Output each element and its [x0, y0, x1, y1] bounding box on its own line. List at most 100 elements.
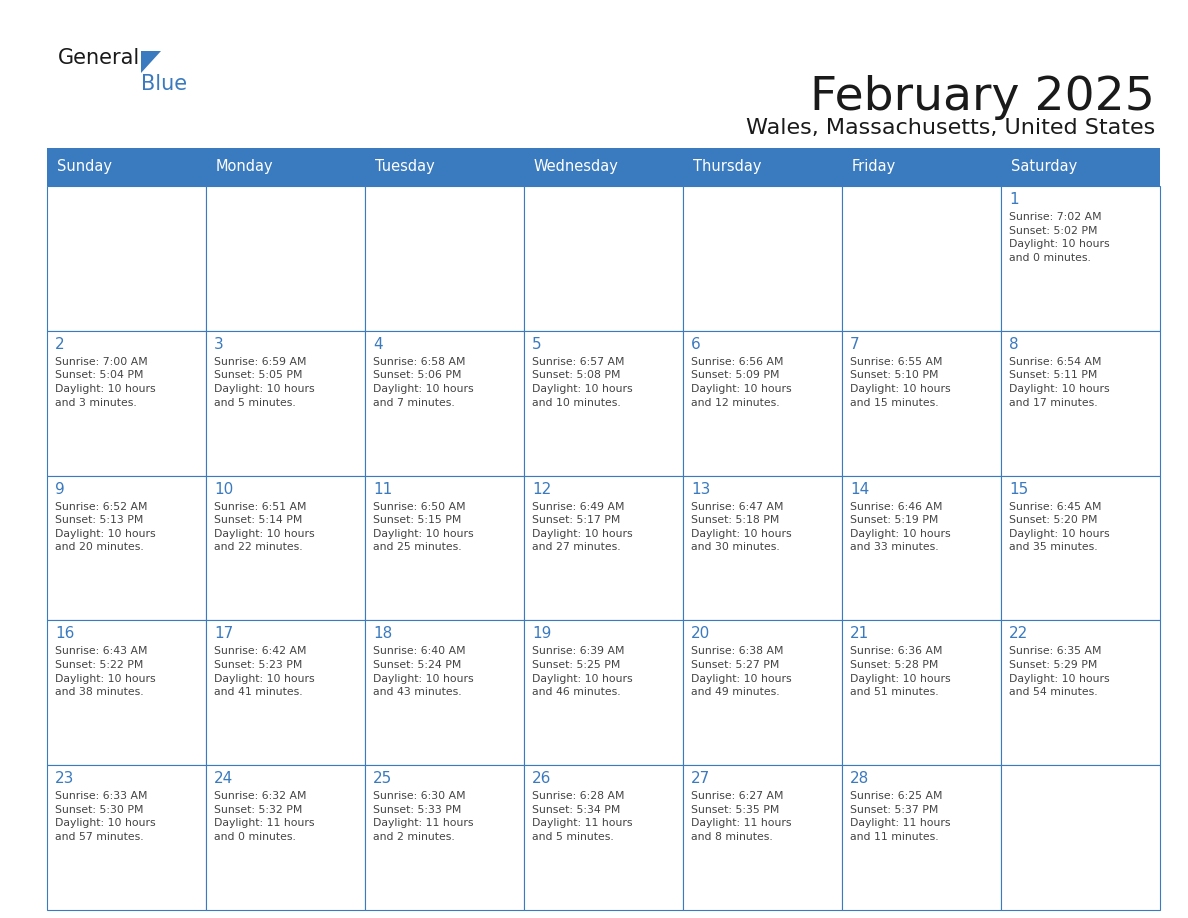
Text: 1: 1 — [1009, 192, 1018, 207]
Text: Sunrise: 6:40 AM
Sunset: 5:24 PM
Daylight: 10 hours
and 43 minutes.: Sunrise: 6:40 AM Sunset: 5:24 PM Dayligh… — [373, 646, 474, 697]
Bar — [524, 476, 683, 621]
Text: Sunrise: 6:27 AM
Sunset: 5:35 PM
Daylight: 11 hours
and 8 minutes.: Sunrise: 6:27 AM Sunset: 5:35 PM Dayligh… — [691, 791, 791, 842]
Bar — [365, 476, 524, 621]
Bar — [683, 330, 842, 476]
Bar — [842, 476, 1001, 621]
Text: February 2025: February 2025 — [810, 75, 1155, 120]
Bar — [1001, 330, 1159, 476]
Text: 22: 22 — [1009, 626, 1029, 642]
Text: Sunday: Sunday — [57, 160, 112, 174]
Bar — [365, 186, 524, 330]
Text: 2: 2 — [55, 337, 64, 352]
Text: 3: 3 — [214, 337, 223, 352]
Text: 9: 9 — [55, 482, 65, 497]
Text: 12: 12 — [532, 482, 551, 497]
Bar — [206, 330, 365, 476]
Text: Sunrise: 6:59 AM
Sunset: 5:05 PM
Daylight: 10 hours
and 5 minutes.: Sunrise: 6:59 AM Sunset: 5:05 PM Dayligh… — [214, 357, 315, 408]
Text: Sunrise: 6:47 AM
Sunset: 5:18 PM
Daylight: 10 hours
and 30 minutes.: Sunrise: 6:47 AM Sunset: 5:18 PM Dayligh… — [691, 501, 791, 553]
Text: 8: 8 — [1009, 337, 1018, 352]
Bar — [48, 621, 206, 766]
Bar — [524, 186, 683, 330]
Text: 14: 14 — [849, 482, 870, 497]
Text: Sunrise: 6:36 AM
Sunset: 5:28 PM
Daylight: 10 hours
and 51 minutes.: Sunrise: 6:36 AM Sunset: 5:28 PM Dayligh… — [849, 646, 950, 697]
Bar — [842, 330, 1001, 476]
Text: Sunrise: 6:51 AM
Sunset: 5:14 PM
Daylight: 10 hours
and 22 minutes.: Sunrise: 6:51 AM Sunset: 5:14 PM Dayligh… — [214, 501, 315, 553]
Bar — [365, 766, 524, 910]
Text: 23: 23 — [55, 771, 75, 786]
Bar — [48, 148, 1159, 186]
Text: Sunrise: 6:54 AM
Sunset: 5:11 PM
Daylight: 10 hours
and 17 minutes.: Sunrise: 6:54 AM Sunset: 5:11 PM Dayligh… — [1009, 357, 1110, 408]
Bar — [524, 766, 683, 910]
Text: 25: 25 — [373, 771, 392, 786]
Bar — [206, 621, 365, 766]
Text: Sunrise: 6:46 AM
Sunset: 5:19 PM
Daylight: 10 hours
and 33 minutes.: Sunrise: 6:46 AM Sunset: 5:19 PM Dayligh… — [849, 501, 950, 553]
Text: 21: 21 — [849, 626, 870, 642]
Text: Sunrise: 6:35 AM
Sunset: 5:29 PM
Daylight: 10 hours
and 54 minutes.: Sunrise: 6:35 AM Sunset: 5:29 PM Dayligh… — [1009, 646, 1110, 697]
Text: 24: 24 — [214, 771, 233, 786]
Bar — [1001, 186, 1159, 330]
Text: Friday: Friday — [852, 160, 896, 174]
Bar — [48, 766, 206, 910]
Text: 6: 6 — [691, 337, 701, 352]
Bar — [1001, 766, 1159, 910]
Text: Sunrise: 7:00 AM
Sunset: 5:04 PM
Daylight: 10 hours
and 3 minutes.: Sunrise: 7:00 AM Sunset: 5:04 PM Dayligh… — [55, 357, 156, 408]
Polygon shape — [141, 51, 162, 73]
Text: Sunrise: 6:39 AM
Sunset: 5:25 PM
Daylight: 10 hours
and 46 minutes.: Sunrise: 6:39 AM Sunset: 5:25 PM Dayligh… — [532, 646, 633, 697]
Text: Sunrise: 6:49 AM
Sunset: 5:17 PM
Daylight: 10 hours
and 27 minutes.: Sunrise: 6:49 AM Sunset: 5:17 PM Dayligh… — [532, 501, 633, 553]
Text: Sunrise: 6:33 AM
Sunset: 5:30 PM
Daylight: 10 hours
and 57 minutes.: Sunrise: 6:33 AM Sunset: 5:30 PM Dayligh… — [55, 791, 156, 842]
Bar — [48, 476, 206, 621]
Text: 26: 26 — [532, 771, 551, 786]
Text: Sunrise: 6:56 AM
Sunset: 5:09 PM
Daylight: 10 hours
and 12 minutes.: Sunrise: 6:56 AM Sunset: 5:09 PM Dayligh… — [691, 357, 791, 408]
Text: 16: 16 — [55, 626, 75, 642]
Bar — [206, 476, 365, 621]
Text: 4: 4 — [373, 337, 383, 352]
Text: Sunrise: 6:42 AM
Sunset: 5:23 PM
Daylight: 10 hours
and 41 minutes.: Sunrise: 6:42 AM Sunset: 5:23 PM Dayligh… — [214, 646, 315, 697]
Text: Sunrise: 6:30 AM
Sunset: 5:33 PM
Daylight: 11 hours
and 2 minutes.: Sunrise: 6:30 AM Sunset: 5:33 PM Dayligh… — [373, 791, 474, 842]
Bar — [683, 186, 842, 330]
Text: 7: 7 — [849, 337, 860, 352]
Text: Sunrise: 6:43 AM
Sunset: 5:22 PM
Daylight: 10 hours
and 38 minutes.: Sunrise: 6:43 AM Sunset: 5:22 PM Dayligh… — [55, 646, 156, 697]
Text: General: General — [58, 48, 140, 68]
Bar — [1001, 621, 1159, 766]
Text: 28: 28 — [849, 771, 870, 786]
Text: 19: 19 — [532, 626, 551, 642]
Text: Sunrise: 6:45 AM
Sunset: 5:20 PM
Daylight: 10 hours
and 35 minutes.: Sunrise: 6:45 AM Sunset: 5:20 PM Dayligh… — [1009, 501, 1110, 553]
Text: Thursday: Thursday — [693, 160, 762, 174]
Text: Sunrise: 7:02 AM
Sunset: 5:02 PM
Daylight: 10 hours
and 0 minutes.: Sunrise: 7:02 AM Sunset: 5:02 PM Dayligh… — [1009, 212, 1110, 263]
Bar — [683, 766, 842, 910]
Text: Sunrise: 6:52 AM
Sunset: 5:13 PM
Daylight: 10 hours
and 20 minutes.: Sunrise: 6:52 AM Sunset: 5:13 PM Dayligh… — [55, 501, 156, 553]
Bar — [524, 621, 683, 766]
Text: Saturday: Saturday — [1011, 160, 1078, 174]
Bar — [206, 766, 365, 910]
Text: Wednesday: Wednesday — [533, 160, 619, 174]
Text: 10: 10 — [214, 482, 233, 497]
Text: Sunrise: 6:28 AM
Sunset: 5:34 PM
Daylight: 11 hours
and 5 minutes.: Sunrise: 6:28 AM Sunset: 5:34 PM Dayligh… — [532, 791, 632, 842]
Text: 11: 11 — [373, 482, 392, 497]
Bar — [842, 766, 1001, 910]
Text: 17: 17 — [214, 626, 233, 642]
Text: Sunrise: 6:25 AM
Sunset: 5:37 PM
Daylight: 11 hours
and 11 minutes.: Sunrise: 6:25 AM Sunset: 5:37 PM Dayligh… — [849, 791, 950, 842]
Text: Monday: Monday — [216, 160, 273, 174]
Text: Tuesday: Tuesday — [375, 160, 435, 174]
Bar — [683, 476, 842, 621]
Text: Sunrise: 6:57 AM
Sunset: 5:08 PM
Daylight: 10 hours
and 10 minutes.: Sunrise: 6:57 AM Sunset: 5:08 PM Dayligh… — [532, 357, 633, 408]
Bar — [48, 186, 206, 330]
Bar — [683, 621, 842, 766]
Bar — [206, 186, 365, 330]
Text: 18: 18 — [373, 626, 392, 642]
Text: 5: 5 — [532, 337, 542, 352]
Text: 13: 13 — [691, 482, 710, 497]
Text: 20: 20 — [691, 626, 710, 642]
Text: Blue: Blue — [141, 74, 188, 94]
Bar — [365, 330, 524, 476]
Text: Sunrise: 6:38 AM
Sunset: 5:27 PM
Daylight: 10 hours
and 49 minutes.: Sunrise: 6:38 AM Sunset: 5:27 PM Dayligh… — [691, 646, 791, 697]
Text: 15: 15 — [1009, 482, 1029, 497]
Bar — [842, 621, 1001, 766]
Text: Sunrise: 6:32 AM
Sunset: 5:32 PM
Daylight: 11 hours
and 0 minutes.: Sunrise: 6:32 AM Sunset: 5:32 PM Dayligh… — [214, 791, 315, 842]
Text: Wales, Massachusetts, United States: Wales, Massachusetts, United States — [746, 118, 1155, 138]
Bar — [1001, 476, 1159, 621]
Text: 27: 27 — [691, 771, 710, 786]
Text: Sunrise: 6:50 AM
Sunset: 5:15 PM
Daylight: 10 hours
and 25 minutes.: Sunrise: 6:50 AM Sunset: 5:15 PM Dayligh… — [373, 501, 474, 553]
Bar — [365, 621, 524, 766]
Text: Sunrise: 6:55 AM
Sunset: 5:10 PM
Daylight: 10 hours
and 15 minutes.: Sunrise: 6:55 AM Sunset: 5:10 PM Dayligh… — [849, 357, 950, 408]
